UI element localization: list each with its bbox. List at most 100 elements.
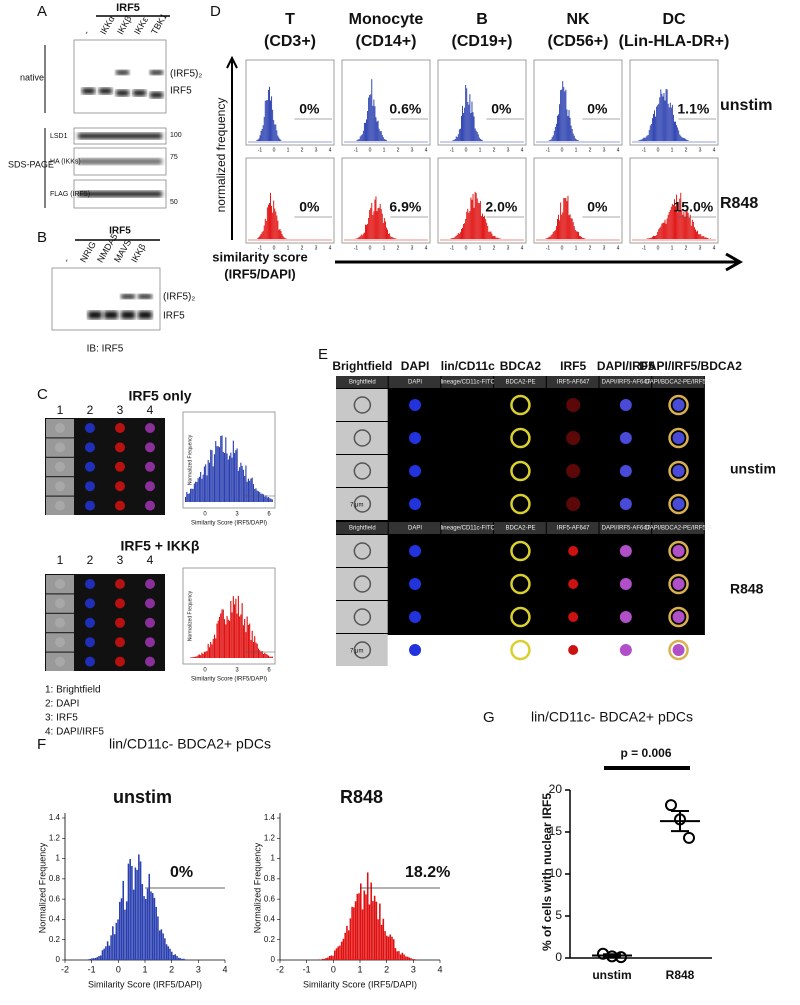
histogram-bar — [391, 236, 393, 239]
band — [138, 294, 152, 299]
histogram-bar — [229, 620, 231, 658]
histogram-bar — [274, 208, 276, 239]
percent-label: 0% — [491, 101, 512, 117]
histogram-bar — [461, 115, 462, 141]
data-point — [665, 799, 677, 812]
histogram-bar — [325, 958, 327, 960]
histogram-bar — [412, 959, 414, 960]
histogram-bar — [274, 124, 276, 141]
cell-nucleus — [619, 498, 632, 510]
histogram-bar — [328, 956, 331, 960]
histogram-bar — [232, 440, 234, 502]
x-tick-label: 0 — [369, 147, 372, 153]
cell-nucleus — [409, 611, 422, 623]
histogram-bar — [267, 655, 270, 658]
histogram-bar — [365, 894, 367, 960]
axis-label: Similarity Score (IRF5/DAPI) — [88, 979, 202, 989]
histogram-bar — [394, 238, 396, 239]
histogram-bar — [358, 236, 360, 239]
x-tick-label: R848 — [666, 968, 695, 982]
cell-nucleus — [409, 465, 422, 477]
histogram-bar — [383, 218, 385, 239]
plot-frame — [437, 59, 527, 146]
channel-label: IRF5-AF647 — [557, 380, 590, 386]
band-label: (IRF5)₂ — [163, 292, 195, 303]
panel-title: lin/CD11c- BDCA2+ pDCs — [109, 736, 271, 752]
cell-image — [115, 500, 125, 511]
cell-image — [115, 598, 125, 609]
histogram-bar — [206, 475, 208, 502]
histogram-bar — [491, 233, 493, 239]
channel-strip — [494, 522, 546, 534]
cell-image — [85, 579, 95, 589]
histogram-bar — [672, 114, 674, 141]
histogram-bar — [271, 499, 273, 502]
histogram-bar — [327, 957, 329, 960]
histogram-bar — [362, 233, 364, 239]
scale-label: 7 μm — [350, 649, 363, 655]
histogram-bar — [575, 139, 577, 141]
histogram-bar — [455, 235, 457, 239]
cell-ring — [668, 540, 689, 562]
x-tick-label: 3 — [603, 245, 606, 251]
histogram-bar — [479, 138, 481, 141]
histogram-bar — [334, 950, 336, 960]
histogram-bar — [368, 217, 370, 239]
histogram-bar — [221, 435, 223, 502]
histogram-bar — [582, 237, 584, 239]
cell-image — [145, 598, 155, 609]
histogram-bar — [260, 130, 262, 141]
histogram-bar — [669, 102, 671, 141]
percent-label: 0% — [299, 101, 320, 117]
histogram-bar — [571, 129, 573, 141]
cell-irf5 — [566, 464, 581, 478]
histogram — [87, 854, 187, 960]
histogram-bar — [667, 103, 669, 141]
band — [78, 133, 162, 139]
x-tick-label: 0 — [369, 245, 372, 251]
x-arrow — [335, 252, 744, 272]
histogram-bar — [462, 227, 463, 239]
histogram-bar — [497, 238, 499, 239]
histogram-bar — [499, 238, 501, 239]
histogram-bar — [360, 883, 362, 960]
histogram-bar — [549, 140, 551, 141]
histogram-bar — [561, 214, 563, 239]
histogram-bar — [688, 217, 690, 239]
cell-image — [85, 461, 95, 472]
histogram-bar — [560, 202, 562, 239]
row-label: unstim — [730, 461, 776, 477]
y-tick-label: 5 — [555, 908, 562, 922]
band — [150, 92, 163, 98]
band-label: IRF5 — [170, 86, 192, 97]
cell-ring — [510, 493, 531, 515]
histogram-bar — [368, 904, 371, 960]
histogram-bar — [461, 229, 462, 239]
lane-header: IRF5 — [116, 2, 140, 14]
histogram-bar — [361, 909, 364, 960]
histogram-bar — [213, 634, 216, 658]
channel-label: Brightfield — [349, 380, 376, 386]
histogram-bar — [196, 481, 198, 502]
histogram-bar — [386, 140, 387, 141]
histogram-bar — [685, 211, 687, 239]
histogram-bar — [89, 958, 92, 960]
histogram-bar — [357, 237, 359, 239]
histogram-bar — [363, 232, 365, 239]
histogram-bar — [685, 139, 687, 141]
histogram-bar — [661, 93, 663, 141]
channel-strip — [652, 376, 704, 388]
histogram-bar — [261, 651, 263, 658]
histogram-bar — [254, 489, 256, 502]
histogram-bar — [374, 199, 376, 239]
histogram-bar — [663, 222, 665, 239]
histogram-bar — [677, 127, 679, 141]
y-tick-label: 1.2 — [49, 833, 61, 842]
blot — [73, 179, 167, 209]
histogram-bar — [564, 197, 566, 239]
histogram-bar — [119, 901, 121, 960]
histogram-bar — [172, 955, 175, 960]
column-number: 4 — [147, 403, 154, 417]
column-subtitle: (Lin-HLA-DR+) — [619, 33, 730, 50]
histogram-bar — [550, 139, 552, 141]
